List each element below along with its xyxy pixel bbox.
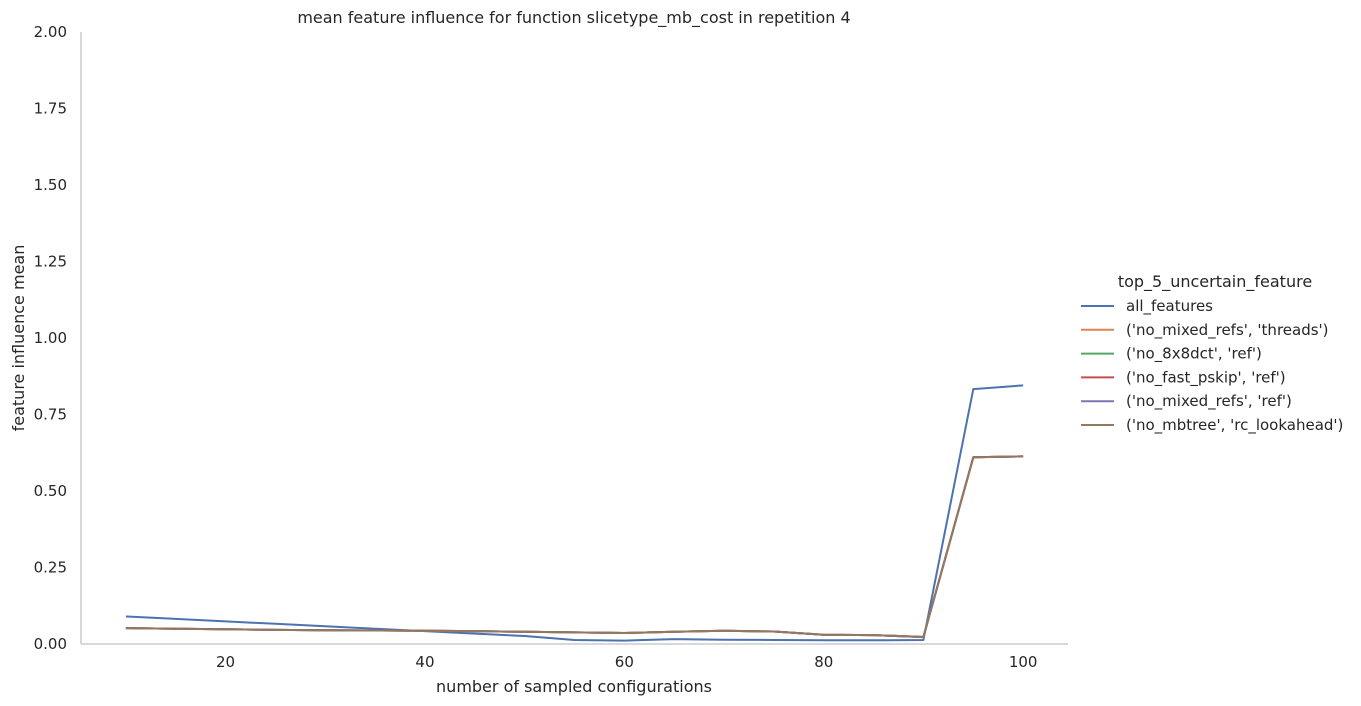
legend-entry-label: ('no_mixed_refs', 'ref') bbox=[1126, 392, 1292, 411]
series-line-5 bbox=[125, 455, 1024, 638]
series-line-1 bbox=[125, 384, 1024, 642]
y-tick-label: 1.50 bbox=[34, 176, 67, 194]
y-tick-label: 1.25 bbox=[34, 253, 67, 271]
legend-entry-label: ('no_mbtree', 'rc_lookahead') bbox=[1126, 416, 1343, 435]
y-tick-label: 1.00 bbox=[34, 329, 67, 347]
plot-area: 0.00 0.25 0.50 0.75 1.00 1.25 1.50 1.75 2.00 20 4… bbox=[34, 23, 1068, 671]
legend-entry-label: ('no_mixed_refs', 'threads') bbox=[1126, 321, 1329, 340]
y-axis-label: feature influence mean bbox=[9, 245, 28, 432]
y-tick-label: 0.25 bbox=[34, 559, 67, 577]
x-tick-label: 60 bbox=[615, 653, 634, 671]
series-line-6 bbox=[125, 455, 1024, 638]
series-line-2 bbox=[125, 455, 1024, 638]
legend: top_5_uncertain_feature all_features ('no… bbox=[1081, 272, 1343, 435]
series-line-4 bbox=[125, 455, 1024, 638]
y-tick-labels: 0.00 0.25 0.50 0.75 1.00 1.25 1.50 1.75 2.00 bbox=[34, 23, 67, 653]
x-tick-label: 40 bbox=[415, 653, 434, 671]
y-tick-label: 2.00 bbox=[34, 23, 67, 41]
x-tick-labels: 20 40 60 80 100 bbox=[216, 653, 1037, 671]
y-tick-label: 0.00 bbox=[34, 635, 67, 653]
y-tick-label: 0.50 bbox=[34, 482, 67, 500]
series-lines bbox=[125, 384, 1024, 642]
legend-entry-label: ('no_fast_pskip', 'ref') bbox=[1126, 368, 1286, 387]
x-tick-label: 20 bbox=[216, 653, 235, 671]
chart-title: mean feature influence for function slic… bbox=[297, 8, 850, 28]
legend-title: top_5_uncertain_feature bbox=[1118, 272, 1312, 292]
legend-entry-label: ('no_8x8dct', 'ref') bbox=[1126, 345, 1262, 364]
x-tick-label: 80 bbox=[814, 653, 833, 671]
legend-entry-label: all_features bbox=[1126, 297, 1213, 316]
x-tick-label: 100 bbox=[1009, 653, 1038, 671]
y-tick-label: 1.75 bbox=[34, 100, 67, 118]
legend-items: all_features ('no_mixed_refs', 'threads')… bbox=[1081, 297, 1343, 435]
y-tick-label: 0.75 bbox=[34, 406, 67, 424]
x-axis-label: number of sampled configurations bbox=[436, 677, 712, 696]
series-line-3 bbox=[125, 455, 1024, 638]
